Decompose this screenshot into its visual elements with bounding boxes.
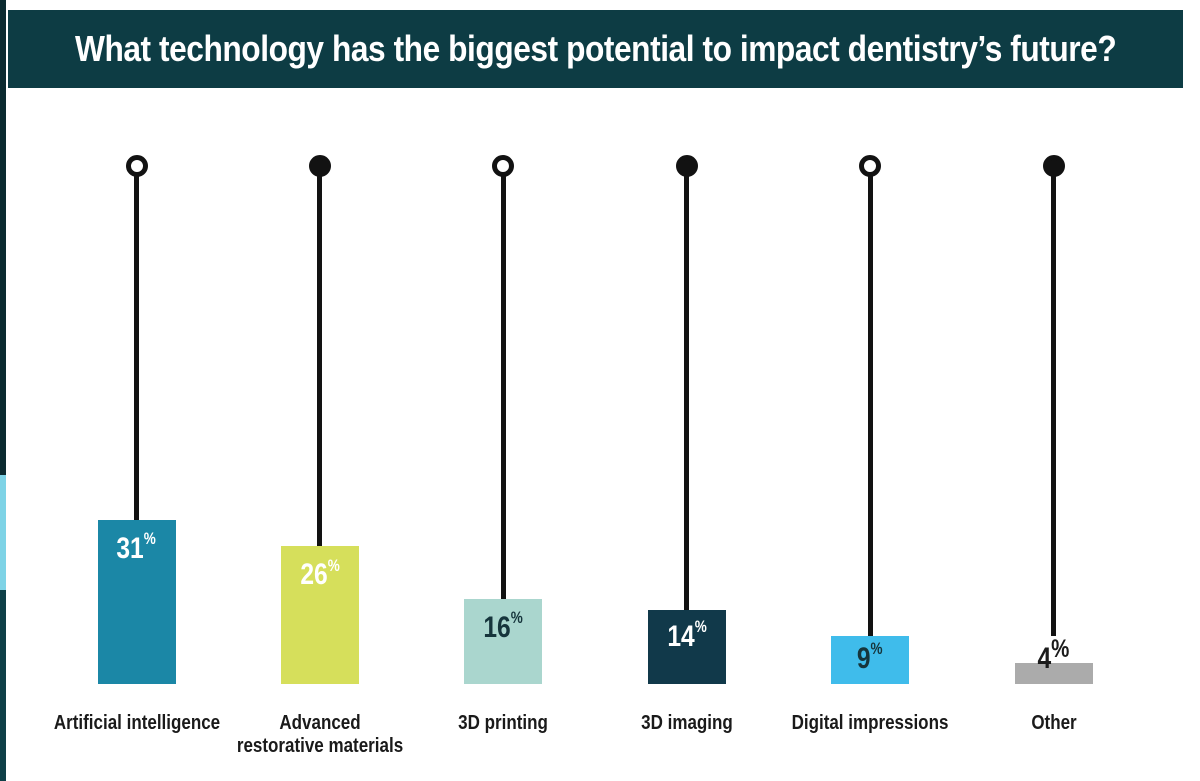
value-label: 16%: [483, 609, 523, 644]
pendulum-line: [1051, 176, 1056, 636]
chart-title: What technology has the biggest potentia…: [74, 28, 1117, 69]
edge-strip-segment: [0, 0, 6, 475]
edge-strip-segment: [0, 475, 6, 590]
open-circle-marker-icon: [859, 155, 882, 177]
category-label-text: Other: [1030, 712, 1077, 734]
open-circle-marker-icon: [492, 155, 515, 177]
category-label-text: 3D imaging: [640, 712, 733, 734]
category-label-text: Digital impressions: [791, 712, 949, 734]
bar-artificial-intelligence: 31%: [97, 519, 176, 684]
open-circle-marker-icon: [125, 155, 148, 177]
pendulum-line: [867, 176, 873, 637]
value-label: 9%: [857, 640, 883, 675]
category-label-3d-imaging: 3D imaging: [589, 712, 785, 735]
pendulum-line: [500, 176, 506, 600]
bar-3d-imaging: 14%: [647, 609, 726, 684]
bar-3d-printing: 16%: [464, 599, 543, 684]
pendulum-line: [134, 176, 139, 520]
bar-advanced-restorative-materials: 26%: [280, 546, 359, 684]
category-label-text: Artificial intelligence: [53, 712, 220, 734]
filled-circle-marker-icon: [1042, 155, 1065, 177]
category-label-text: 3D printing: [458, 712, 549, 734]
bar-digital-impressions: 9%: [831, 636, 910, 684]
value-label: 14%: [666, 618, 707, 653]
pendulum-line: [317, 176, 323, 547]
pendulum-line: [684, 176, 690, 610]
chart-title-bar: What technology has the biggest potentia…: [8, 10, 1183, 88]
category-label-other: Other: [956, 712, 1152, 735]
category-label-3d-printing: 3D printing: [405, 712, 601, 735]
filled-circle-marker-icon: [675, 155, 698, 177]
value-label: 31%: [116, 530, 157, 565]
category-label-artificial-intelligence: Artificial intelligence: [39, 712, 235, 735]
value-label: 26%: [300, 556, 340, 592]
category-label-digital-impressions: Digital impressions: [772, 712, 968, 735]
left-edge-strip: [0, 0, 6, 781]
filled-circle-marker-icon: [308, 155, 331, 177]
category-label-advanced-restorative-materials: Advanced restorative materials: [222, 712, 418, 758]
category-label-text: Advanced restorative materials: [236, 712, 404, 757]
edge-strip-segment: [0, 590, 6, 781]
value-label: 4%: [1037, 634, 1070, 675]
bar-other: [1014, 662, 1093, 684]
